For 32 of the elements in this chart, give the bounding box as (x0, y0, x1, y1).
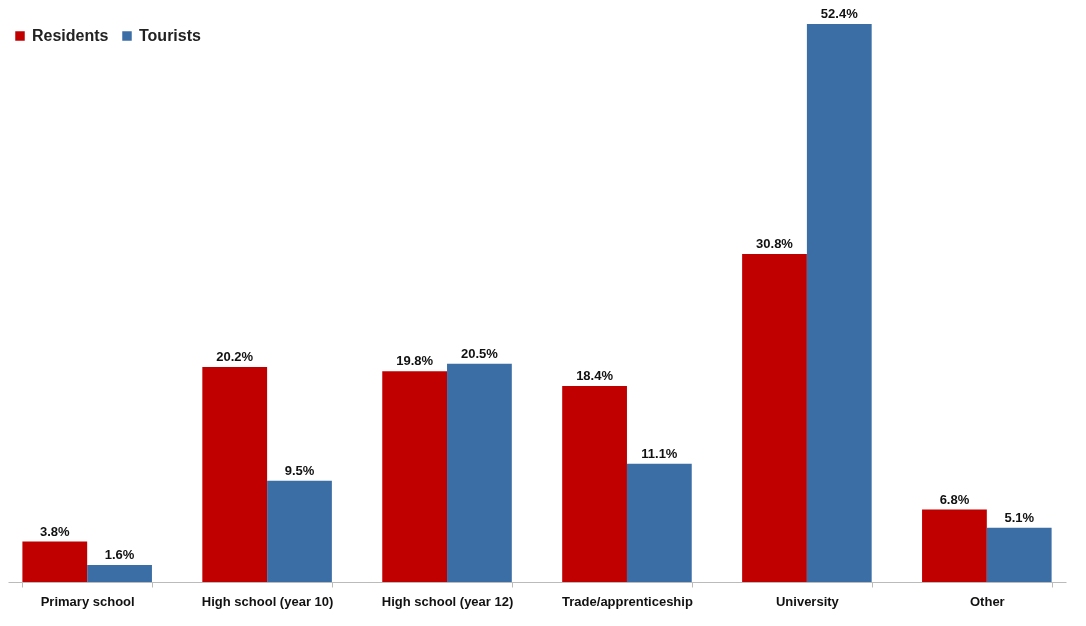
data-label: 3.8% (39, 523, 71, 539)
bar (447, 363, 512, 582)
bar (626, 463, 692, 582)
data-label: 18.4% (576, 368, 614, 384)
data-label: 19.8% (396, 353, 434, 369)
data-label: 6.8% (939, 491, 970, 507)
data-label: 52.4% (820, 6, 859, 21)
x-tick-label: High school (year 12) (381, 593, 514, 609)
data-label: 9.5% (284, 462, 315, 478)
bar (742, 254, 807, 582)
x-tick-label: High school (year 10) (201, 593, 334, 609)
x-tick-label: University (775, 593, 840, 609)
data-label: 1.6% (104, 546, 135, 562)
x-tick-label: Trade/apprenticeship (562, 593, 693, 609)
legend-label: Residents (32, 27, 109, 44)
x-tick-label: Other (969, 593, 1005, 609)
bar (267, 480, 332, 582)
legend-label: Tourists (139, 27, 202, 44)
bar (382, 371, 448, 582)
bar (202, 366, 268, 582)
data-label: 30.8% (756, 236, 794, 252)
bar (562, 386, 627, 582)
bar (986, 527, 1052, 582)
data-label: 5.1% (1004, 509, 1035, 525)
data-label: 20.2% (216, 348, 254, 364)
bar (922, 509, 987, 582)
bar (87, 564, 152, 582)
x-tick-label: Primary school (40, 593, 135, 609)
data-label: 20.5% (460, 345, 499, 361)
data-label: 11.1% (641, 445, 678, 461)
bar (806, 24, 872, 582)
bar (22, 541, 88, 582)
